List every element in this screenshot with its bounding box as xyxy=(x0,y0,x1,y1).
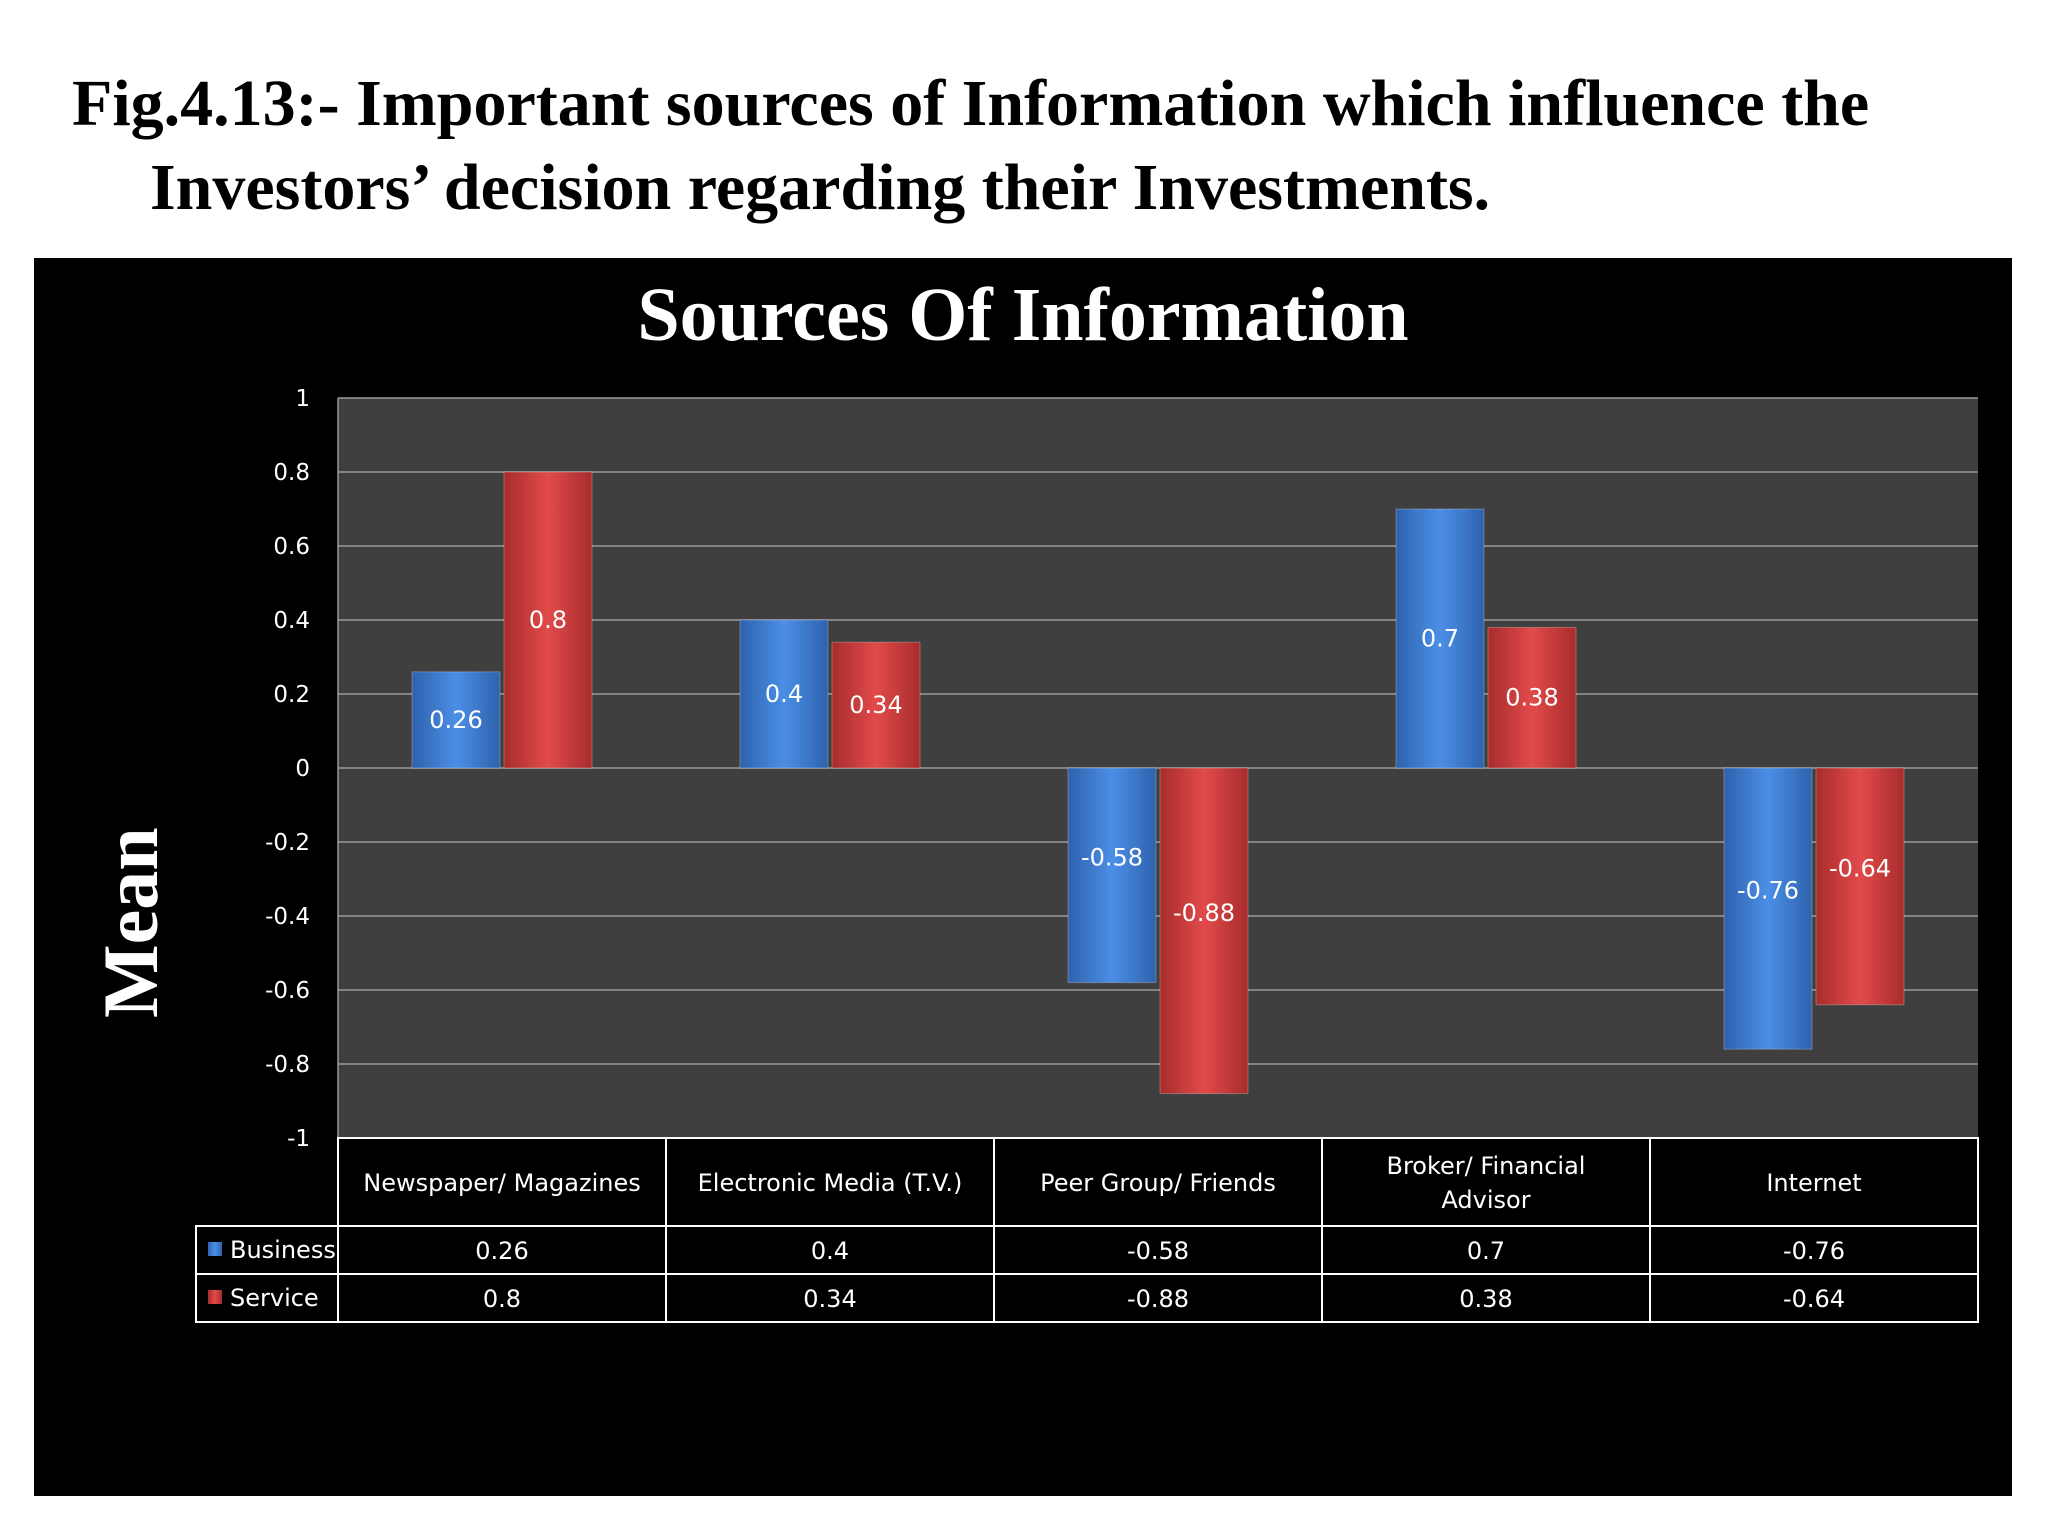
data-label: 0.38 xyxy=(1505,684,1558,712)
bar-chart: 1 0.8 0.6 0.4 0.2 0 -0.2 -0.4 -0.6 -0.8 -1 0.26 0.4 -… xyxy=(195,386,1979,1323)
table-value: 0.38 xyxy=(1459,1285,1512,1313)
y-tick-label: -0.8 xyxy=(265,1052,310,1078)
bar-business xyxy=(1723,767,1813,1050)
y-tick-label: -0.6 xyxy=(265,978,310,1004)
data-label: 0.7 xyxy=(1421,625,1459,653)
legend-swatch-business xyxy=(208,1242,222,1256)
table-value: -0.76 xyxy=(1783,1237,1845,1265)
category-label: Newspaper/ Magazines xyxy=(363,1169,640,1197)
table-value: -0.88 xyxy=(1127,1285,1189,1313)
y-tick-label: -0.4 xyxy=(265,904,310,930)
category-label: Electronic Media (T.V.) xyxy=(698,1169,963,1197)
caption-line-1: Fig.4.13:- Important sources of Informat… xyxy=(72,67,1870,140)
data-label: -0.64 xyxy=(1829,854,1891,882)
y-tick-label: 0.2 xyxy=(273,682,310,708)
category-label: Broker/ Financial xyxy=(1387,1152,1586,1180)
legend-label: Service xyxy=(230,1284,319,1312)
y-tick-label: 0.4 xyxy=(273,608,310,634)
bar-business xyxy=(1395,508,1485,769)
data-label: 0.8 xyxy=(529,606,567,634)
y-tick-label: -1 xyxy=(287,1126,310,1152)
legend-label: Business xyxy=(230,1236,336,1264)
data-label: -0.88 xyxy=(1173,899,1235,927)
bar-service xyxy=(831,641,921,769)
table-value: 0.7 xyxy=(1467,1237,1505,1265)
bar-business xyxy=(411,671,501,769)
y-tick-label: -0.2 xyxy=(265,830,310,856)
table-value: 0.4 xyxy=(811,1237,849,1265)
data-label: 0.26 xyxy=(429,706,482,734)
bar-business xyxy=(1067,767,1157,984)
figure-caption: Fig.4.13:- Important sources of Informat… xyxy=(72,62,2012,230)
caption-line-2: Investors’ decision regarding their Inve… xyxy=(150,151,1491,224)
y-tick-label: 1 xyxy=(295,386,310,412)
data-label: 0.34 xyxy=(849,691,902,719)
bar-service xyxy=(1815,767,1905,1006)
category-label: Internet xyxy=(1766,1169,1861,1197)
data-label: -0.58 xyxy=(1081,843,1143,871)
chart-panel: Sources Of Information Mean 1 0.8 0.6 0.4 0.… xyxy=(34,258,2012,1496)
bar-service xyxy=(1487,626,1577,769)
y-tick-label: 0 xyxy=(295,756,310,782)
table-value: -0.58 xyxy=(1127,1237,1189,1265)
bar-service xyxy=(503,471,593,769)
data-label: -0.76 xyxy=(1737,877,1799,905)
table-value: 0.34 xyxy=(803,1285,856,1313)
table-value: -0.64 xyxy=(1783,1285,1845,1313)
bar-business xyxy=(739,619,829,769)
y-tick-label: 0.8 xyxy=(273,460,310,486)
table-value-cell xyxy=(1649,1273,1979,1323)
table-value: 0.26 xyxy=(475,1237,528,1265)
legend-swatch-service xyxy=(208,1290,222,1304)
category-label: Peer Group/ Friends xyxy=(1040,1169,1276,1197)
bar-service xyxy=(1159,767,1249,1095)
y-tick-label: 0.6 xyxy=(273,534,310,560)
chart-title: Sources Of Information xyxy=(637,273,1409,357)
table-value: 0.8 xyxy=(483,1285,521,1313)
data-label: 0.4 xyxy=(765,680,803,708)
category-label: Advisor xyxy=(1441,1186,1530,1214)
